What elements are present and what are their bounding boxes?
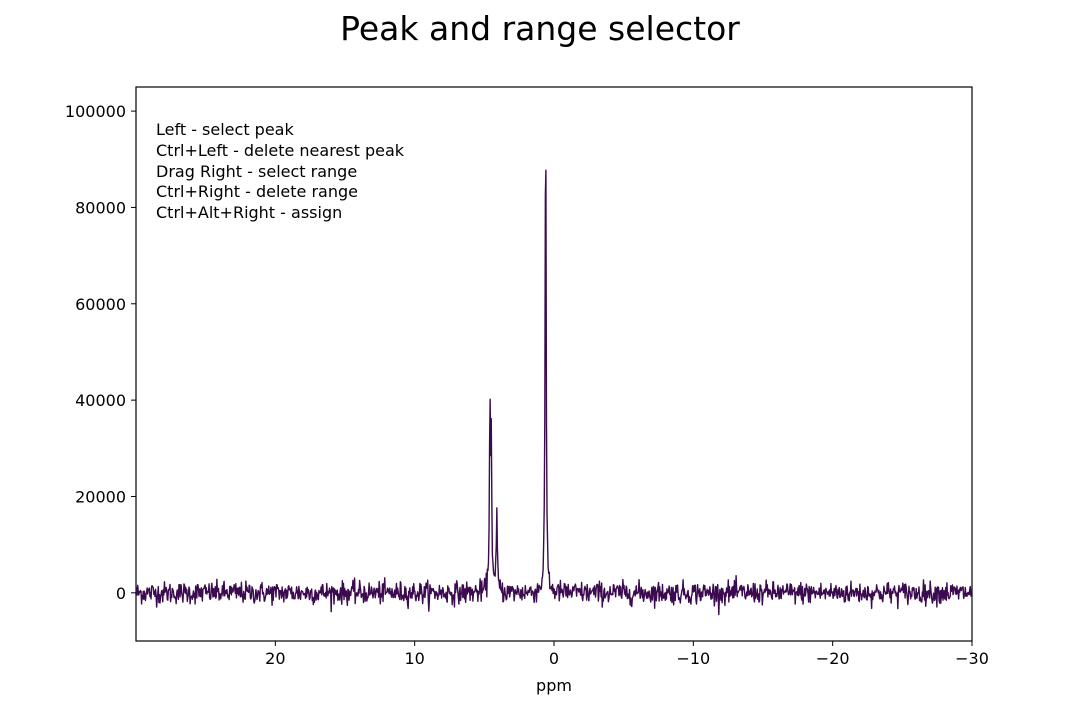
x-tick-label: −20 <box>816 649 850 668</box>
x-axis: 20 10 0 −10 −20 −30 <box>265 641 989 668</box>
series-layer <box>135 169 973 616</box>
y-tick-label: 20000 <box>75 487 126 506</box>
spectrum-line <box>135 169 973 616</box>
y-tick-label: 80000 <box>75 198 126 217</box>
y-tick-label: 40000 <box>75 391 126 410</box>
y-tick-label: 0 <box>116 584 126 603</box>
plot-area[interactable]: Left - select peak Ctrl+Left - delete ne… <box>135 86 973 642</box>
instruction-line: Ctrl+Left - delete nearest peak <box>156 141 405 160</box>
x-tick-label: 20 <box>265 649 285 668</box>
instruction-line: Ctrl+Alt+Right - assign <box>156 203 342 222</box>
instruction-line: Left - select peak <box>156 120 294 139</box>
x-tick-label: 10 <box>404 649 424 668</box>
axes-frame <box>135 86 973 642</box>
x-tick-label: 0 <box>549 649 559 668</box>
y-axis: 0 20000 40000 60000 80000 100000 <box>65 102 136 603</box>
instruction-line: Ctrl+Right - delete range <box>156 182 358 201</box>
x-tick-label: −30 <box>955 649 989 668</box>
x-axis-label: ppm <box>536 676 572 695</box>
instruction-line: Drag Right - select range <box>156 162 357 181</box>
y-tick-label: 100000 <box>65 102 126 121</box>
instructions-box: Left - select peak Ctrl+Left - delete ne… <box>156 120 405 222</box>
chart-title: Peak and range selector <box>340 9 740 48</box>
x-tick-label: −10 <box>676 649 710 668</box>
y-tick-label: 60000 <box>75 295 126 314</box>
